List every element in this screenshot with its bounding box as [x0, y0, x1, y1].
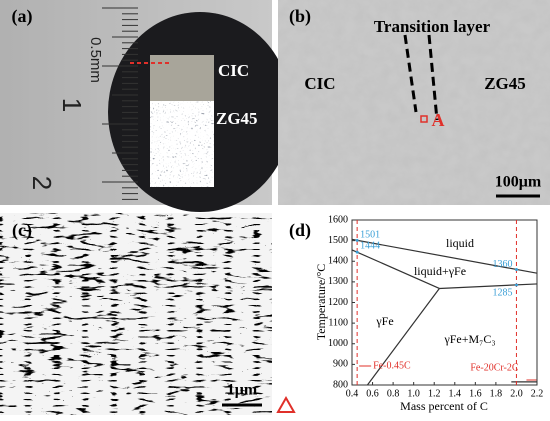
region-label: γFe [375, 314, 393, 328]
y-tick-label: 1400 [328, 256, 348, 267]
x-axis-title: Mass percent of C [400, 399, 488, 413]
phase-boundary [351, 238, 538, 274]
point-value: 1501 [360, 230, 380, 241]
x-tick-label: 1.2 [428, 388, 441, 399]
y-tick-label: 800 [333, 379, 348, 390]
x-tick-label: 0.6 [366, 388, 379, 399]
phase-boundary [439, 283, 538, 290]
point-marker [420, 115, 428, 123]
panel-b [278, 0, 550, 205]
scale-label: 100μm [495, 174, 542, 191]
tem-texture [0, 213, 272, 415]
sem-texture [278, 0, 550, 205]
boundary-left [403, 34, 418, 113]
boundary-right [427, 34, 439, 121]
region-label: CIC [304, 74, 335, 93]
sample-label: CIC [218, 61, 249, 80]
reference-label: Fe-20Cr-2C [470, 362, 518, 373]
x-tick-label: 2.2 [531, 388, 544, 399]
x-tick-label: 1.8 [490, 388, 503, 399]
panel-label: (c) [12, 220, 32, 241]
y-tick-label: 1100 [328, 317, 348, 328]
marked-point [514, 268, 518, 271]
y-tick-label: 900 [333, 359, 348, 370]
y-tick-label: 1000 [328, 338, 348, 349]
point-label: A [432, 110, 445, 130]
panel-label: (b) [289, 6, 311, 27]
y-tick-label: 1500 [328, 235, 348, 246]
ruler-label: 1 [57, 98, 87, 112]
region-label: ZG45 [484, 74, 526, 93]
marked-point [355, 250, 359, 254]
region-label: γFe+M₇C₃ [443, 332, 495, 346]
reference-label: Fe-0.45C [373, 360, 411, 371]
panel-label: (d) [289, 220, 311, 241]
x-tick-label: 0.4 [346, 388, 359, 399]
annotation: Transition layer [374, 17, 491, 36]
ruler-label: 2 [27, 176, 57, 190]
panel-c [0, 213, 272, 415]
x-tick-label: 0.8 [387, 388, 400, 399]
x-tick-label: 1.4 [449, 388, 462, 399]
y-axis-title: Temperature/°C [314, 264, 328, 341]
ruler-ticks [102, 7, 138, 200]
panel-label: (a) [12, 6, 33, 27]
logo [276, 395, 296, 413]
phase-boundary [351, 249, 440, 290]
phase-boundary [366, 288, 440, 386]
y-tick-label: 1600 [328, 214, 348, 225]
region-label: liquid+γFe [414, 264, 466, 278]
scale-label: 1μm [227, 382, 258, 399]
cic-sample [150, 55, 214, 101]
marked-point [355, 238, 359, 242]
x-tick-label: 2.0 [510, 388, 523, 399]
x-tick-label: 1.6 [469, 388, 482, 399]
region-label: liquid [446, 236, 474, 250]
point-value: 1360 [492, 259, 512, 270]
marked-point [514, 283, 518, 287]
y-tick-label: 1200 [328, 297, 348, 308]
ruler-label: 0.5mm [87, 37, 104, 83]
panel-a [0, 0, 292, 212]
sample-label: ZG45 [216, 109, 258, 128]
point-value: 1285 [492, 287, 512, 298]
zg45-sparkle [150, 101, 214, 187]
y-tick-label: 1300 [328, 276, 348, 287]
point-value: 1444 [360, 240, 380, 251]
x-tick-label: 1.0 [407, 388, 420, 399]
